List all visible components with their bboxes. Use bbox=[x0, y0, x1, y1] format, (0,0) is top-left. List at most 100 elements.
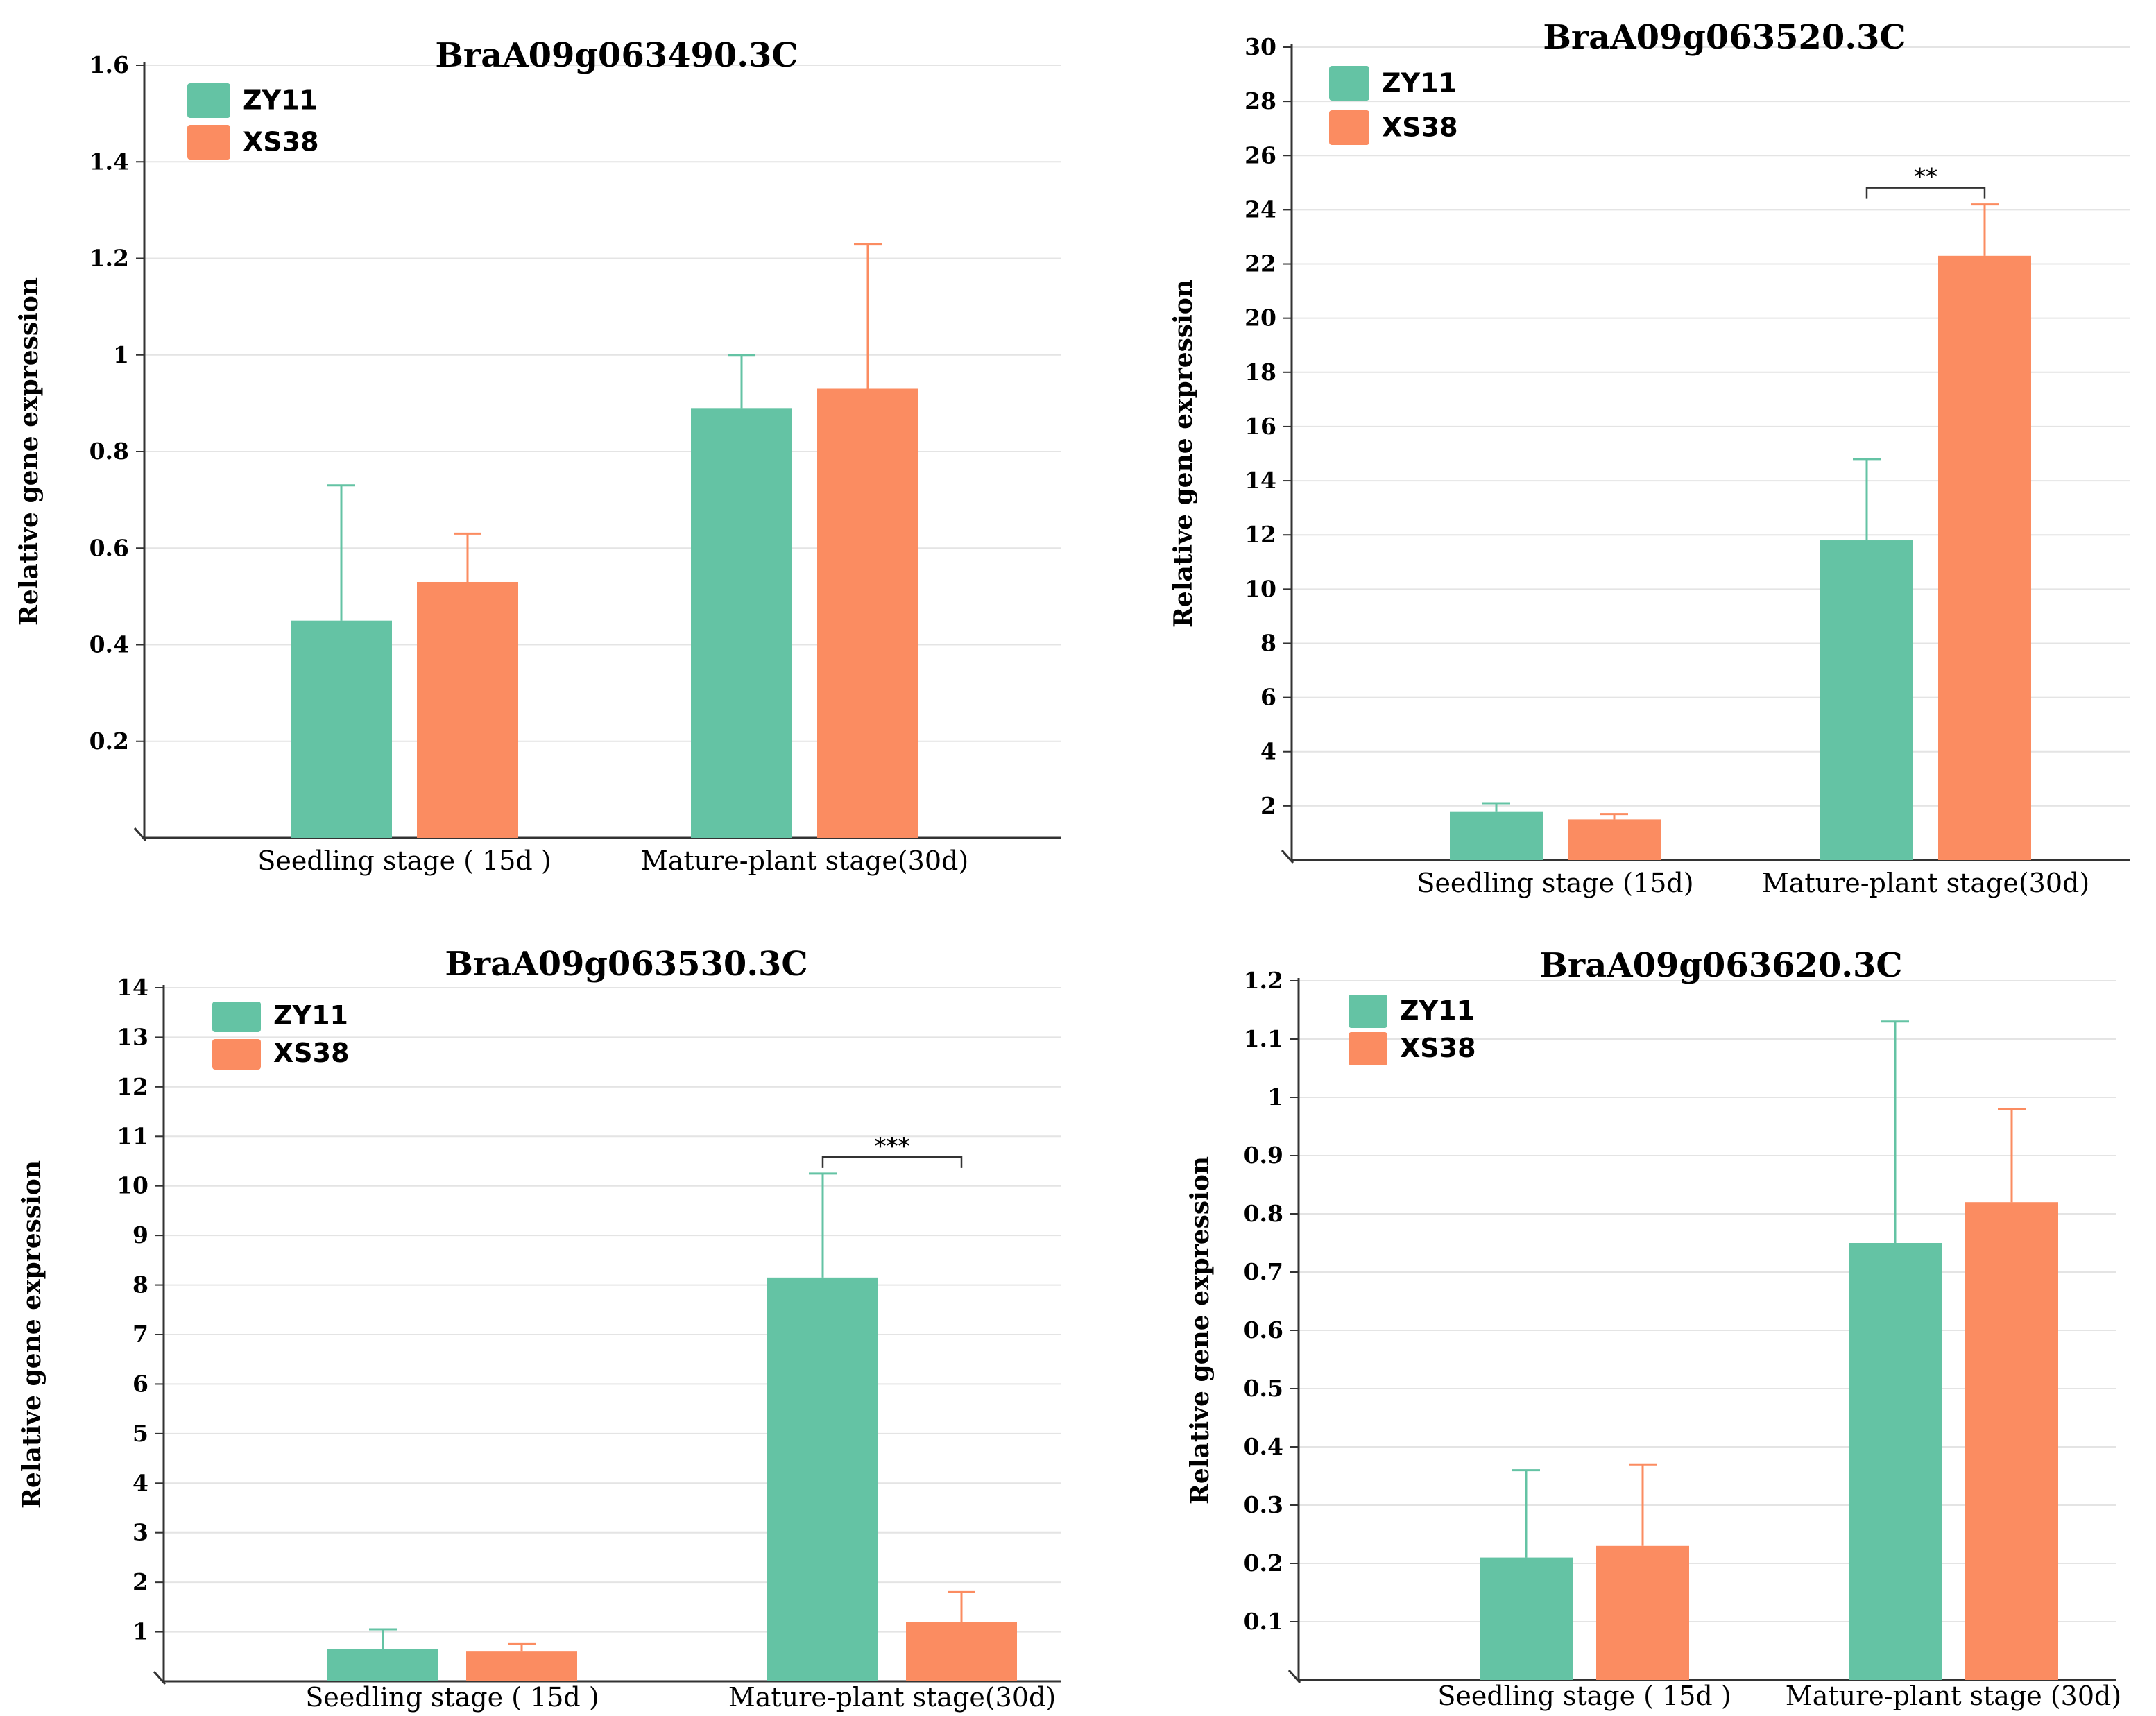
chart-panel-3: 0.1 0.2 0.3 0.4 0.5 0.6 0.7 0.8 0.9 1 1.1 1.2 BraA09… bbox=[1186, 946, 2121, 1711]
y-tick-label: 0.4 bbox=[89, 631, 129, 658]
y-tick-label: 0.2 bbox=[89, 728, 129, 755]
y-tick-label: 4 bbox=[132, 1469, 148, 1496]
y-tick-label: 28 bbox=[1244, 87, 1276, 114]
y-tick-label: 14 bbox=[1244, 467, 1276, 494]
y-tick-label: 0.2 bbox=[1244, 1550, 1283, 1577]
y-axis-label: Relative gene expression bbox=[15, 277, 44, 626]
chart-panel-0: 0.2 0.4 0.6 0.8 1 1.2 1.4 1.6 BraA09g063490.3C Re… bbox=[15, 36, 1061, 876]
bar-zy11 bbox=[291, 620, 392, 838]
y-tick-label: 16 bbox=[1244, 413, 1276, 440]
axis-break-mark bbox=[1287, 1670, 1301, 1683]
legend-label: ZY11 bbox=[1400, 995, 1475, 1026]
y-tick-label: 9 bbox=[132, 1221, 148, 1249]
y-tick-label: 8 bbox=[1260, 629, 1276, 656]
y-tick-label: 20 bbox=[1244, 304, 1276, 332]
axis-break-mark bbox=[153, 1671, 166, 1685]
y-tick-label: 26 bbox=[1244, 141, 1276, 169]
x-tick-label: Seedling stage (15d) bbox=[1417, 868, 1693, 898]
chart-title: BraA09g063490.3C bbox=[435, 36, 798, 75]
x-tick-label: Seedling stage ( 15d ) bbox=[257, 846, 551, 876]
y-tick-label: 0.3 bbox=[1244, 1491, 1283, 1518]
significance-label: ** bbox=[1914, 164, 1937, 191]
legend-label: ZY11 bbox=[243, 85, 318, 116]
y-tick-label: 1 bbox=[1267, 1083, 1283, 1110]
y-axis-label: Relative gene expression bbox=[1169, 280, 1198, 628]
y-tick-label: 1.2 bbox=[89, 245, 129, 272]
y-tick-label: 5 bbox=[132, 1420, 148, 1447]
y-tick-label: 3 bbox=[132, 1519, 148, 1546]
y-tick-label: 11 bbox=[117, 1122, 148, 1149]
legend-swatch-zy11 bbox=[1349, 995, 1387, 1028]
axis-break-mark bbox=[133, 827, 147, 841]
y-tick-label: 1 bbox=[113, 341, 129, 368]
y-tick-label: 12 bbox=[117, 1073, 148, 1100]
significance-bracket bbox=[1865, 187, 1986, 199]
chart-title: BraA09g063520.3C bbox=[1543, 18, 1906, 57]
legend-swatch-zy11 bbox=[187, 83, 230, 118]
bar-xs38 bbox=[466, 1651, 577, 1681]
x-tick-label: Mature-plant stage(30d) bbox=[641, 846, 968, 876]
y-tick-label: 0.8 bbox=[1244, 1200, 1283, 1227]
y-tick-label: 0.4 bbox=[1244, 1433, 1283, 1460]
legend-swatch-zy11 bbox=[1329, 66, 1369, 101]
bar-zy11 bbox=[1820, 540, 1913, 860]
legend-label: XS38 bbox=[273, 1038, 350, 1068]
y-tick-label: 0.8 bbox=[89, 438, 129, 465]
y-tick-label: 12 bbox=[1244, 521, 1276, 548]
y-tick-label: 1 bbox=[132, 1618, 148, 1645]
chart-title: BraA09g063620.3C bbox=[1539, 946, 1902, 985]
y-tick-label: 10 bbox=[1244, 575, 1276, 602]
bar-zy11 bbox=[327, 1649, 438, 1681]
bar-xs38 bbox=[1965, 1202, 2058, 1680]
x-tick-label: Mature-plant stage (30d) bbox=[1786, 1681, 2121, 1711]
legend-label: XS38 bbox=[1400, 1033, 1476, 1063]
x-tick-label: Mature-plant stage(30d) bbox=[1762, 868, 2089, 898]
bar-xs38 bbox=[1938, 255, 2031, 860]
y-tick-label: 2 bbox=[1260, 792, 1276, 819]
bar-zy11 bbox=[1480, 1557, 1573, 1680]
legend-label: ZY11 bbox=[1382, 68, 1457, 98]
legend-swatch-xs38 bbox=[1349, 1032, 1387, 1065]
bar-zy11 bbox=[691, 408, 792, 838]
chart-title: BraA09g063530.3C bbox=[445, 945, 807, 984]
y-tick-label: 6 bbox=[1260, 684, 1276, 711]
legend-swatch-xs38 bbox=[187, 125, 230, 160]
legend-label: XS38 bbox=[243, 127, 319, 157]
y-tick-label: 6 bbox=[132, 1370, 148, 1397]
y-tick-label: 8 bbox=[132, 1271, 148, 1298]
x-tick-label: Seedling stage ( 15d ) bbox=[305, 1682, 599, 1713]
bar-xs38 bbox=[1596, 1545, 1689, 1680]
y-tick-label: 1.2 bbox=[1244, 967, 1283, 994]
y-axis-label: Relative gene expression bbox=[17, 1160, 46, 1509]
significance-bracket bbox=[821, 1156, 963, 1168]
bar-xs38 bbox=[417, 581, 518, 838]
legend-label: XS38 bbox=[1382, 112, 1458, 143]
y-tick-label: 13 bbox=[117, 1023, 148, 1050]
y-tick-label: 2 bbox=[132, 1568, 148, 1595]
y-tick-label: 10 bbox=[117, 1172, 148, 1199]
y-tick-label: 24 bbox=[1244, 196, 1276, 223]
legend-swatch-zy11 bbox=[212, 1002, 261, 1032]
y-tick-label: 1.1 bbox=[1244, 1025, 1283, 1052]
bar-zy11 bbox=[767, 1277, 878, 1681]
chart-panel-2: 1234567891011121314BraA09g063530.3CRelat… bbox=[17, 945, 1061, 1713]
legend-swatch-xs38 bbox=[212, 1039, 261, 1070]
y-tick-label: 0.6 bbox=[89, 534, 129, 561]
y-tick-label: 0.1 bbox=[1244, 1608, 1283, 1635]
y-tick-label: 1.6 bbox=[89, 51, 129, 78]
x-tick-label: Mature-plant stage(30d) bbox=[728, 1682, 1056, 1713]
bar-xs38 bbox=[1568, 819, 1661, 860]
y-tick-label: 1.4 bbox=[89, 148, 129, 175]
y-tick-label: 22 bbox=[1244, 250, 1276, 277]
y-tick-label: 0.5 bbox=[1244, 1375, 1283, 1402]
x-tick-label: Seedling stage ( 15d ) bbox=[1437, 1681, 1731, 1711]
y-tick-label: 0.6 bbox=[1244, 1316, 1283, 1344]
y-tick-label: 7 bbox=[132, 1321, 148, 1348]
y-tick-label: 0.9 bbox=[1244, 1142, 1283, 1169]
y-axis-label: Relative gene expression bbox=[1186, 1156, 1215, 1504]
y-tick-label: 18 bbox=[1244, 359, 1276, 386]
bar-zy11 bbox=[1849, 1243, 1942, 1680]
significance-label: *** bbox=[875, 1133, 910, 1160]
